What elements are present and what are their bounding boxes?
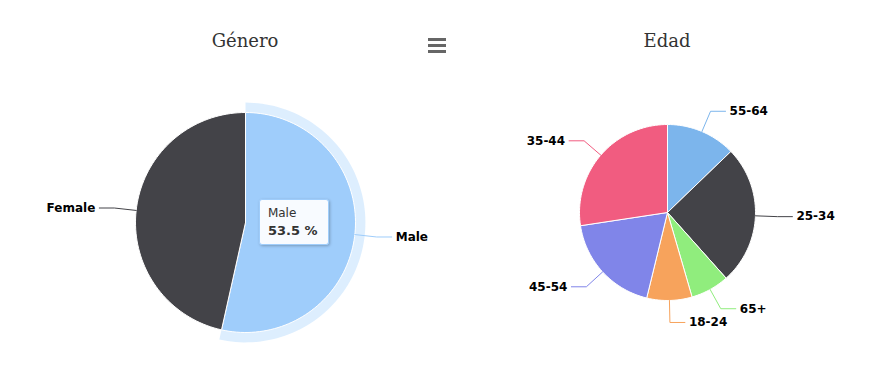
html-text:Género: Género xyxy=(211,30,279,51)
svg-text:25-34: 25-34 xyxy=(796,209,834,223)
svg-text:35-44: 35-44 xyxy=(527,134,565,148)
html-text:53.5 %: 53.5 % xyxy=(267,223,318,239)
svg-text:55-64: 55-64 xyxy=(730,104,768,118)
html-text:Male: Male xyxy=(267,206,297,221)
html-text:Edad: Edad xyxy=(643,30,691,51)
svg-text:18-24: 18-24 xyxy=(689,315,727,329)
svg-text:45-54: 45-54 xyxy=(529,280,567,294)
svg-text:Male: Male xyxy=(396,230,428,244)
svg-text:Female: Female xyxy=(47,201,96,215)
svg-text:65+: 65+ xyxy=(740,302,767,316)
